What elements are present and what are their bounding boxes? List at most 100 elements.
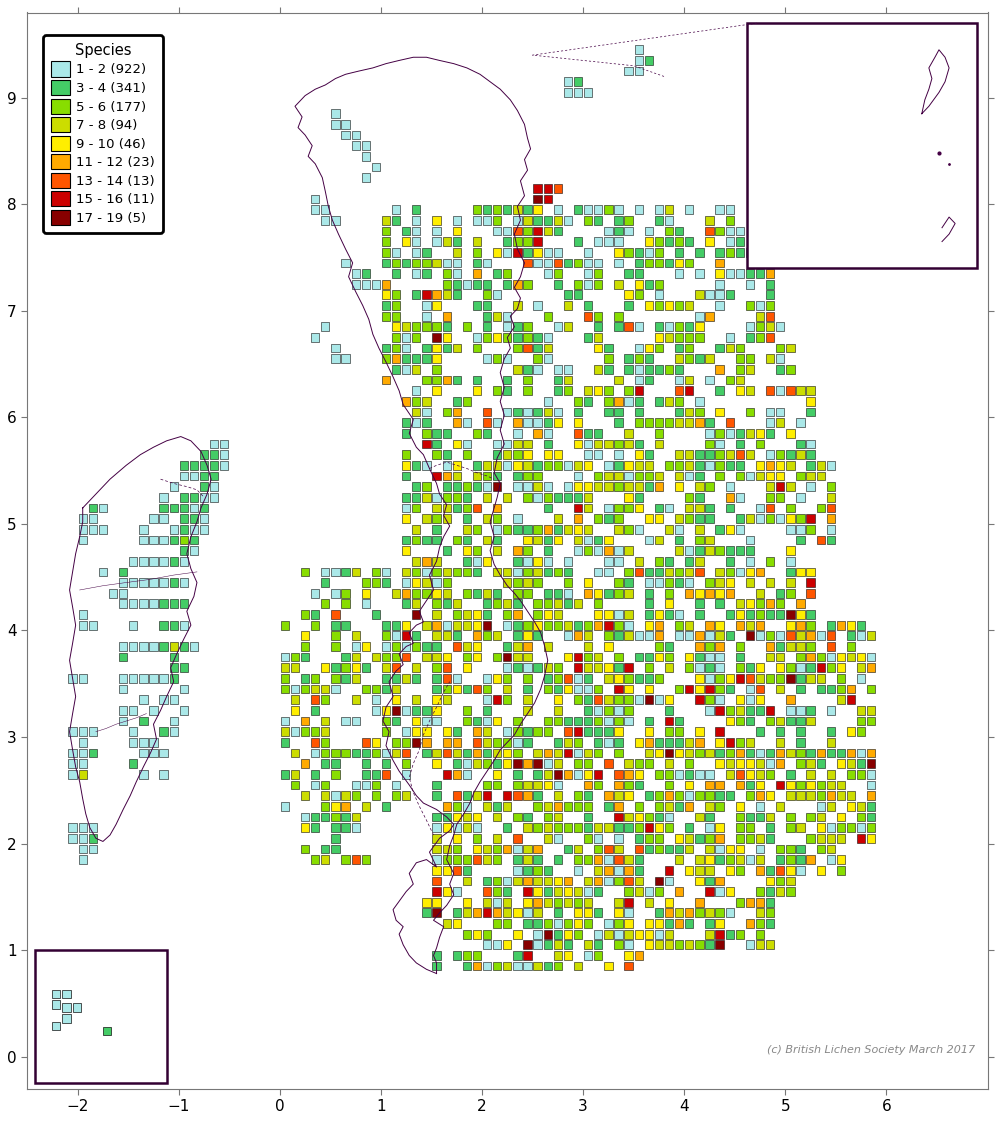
Bar <box>402 418 410 427</box>
Bar <box>624 823 633 832</box>
Bar <box>493 834 501 843</box>
Bar <box>513 834 522 843</box>
Bar <box>604 461 613 470</box>
Bar <box>786 695 795 704</box>
Bar <box>564 685 572 694</box>
Bar <box>453 908 461 917</box>
Bar <box>705 706 714 715</box>
Bar <box>584 248 592 257</box>
Bar <box>635 323 643 331</box>
Bar <box>624 898 633 907</box>
Bar <box>574 664 582 673</box>
Bar <box>473 610 481 619</box>
Bar <box>614 503 623 512</box>
Bar <box>786 515 795 524</box>
Bar <box>766 865 774 874</box>
Bar <box>533 259 542 267</box>
Bar <box>402 642 410 651</box>
Bar <box>493 515 501 524</box>
Bar <box>766 418 774 427</box>
Bar <box>149 749 158 758</box>
Bar <box>584 834 592 843</box>
Bar <box>352 695 360 704</box>
Bar <box>604 238 613 245</box>
Bar <box>432 323 441 331</box>
Bar <box>402 472 410 481</box>
Bar <box>473 546 481 555</box>
Bar <box>493 919 501 928</box>
Bar <box>817 674 825 683</box>
Bar <box>564 365 572 373</box>
Bar <box>796 536 805 545</box>
Bar <box>119 578 127 587</box>
Bar <box>857 674 865 683</box>
Bar <box>584 621 592 630</box>
Bar <box>352 791 360 800</box>
Bar <box>564 290 572 299</box>
Bar <box>493 802 501 810</box>
Bar <box>766 461 774 470</box>
Bar <box>766 759 774 768</box>
Bar <box>776 610 784 619</box>
Bar <box>857 770 865 779</box>
Bar <box>432 685 441 694</box>
Bar <box>533 780 542 789</box>
Bar <box>544 248 552 257</box>
Bar <box>847 791 855 800</box>
Bar <box>483 706 491 715</box>
Bar <box>443 589 451 597</box>
Bar <box>715 290 724 299</box>
Bar <box>453 823 461 832</box>
Bar <box>847 728 855 736</box>
Bar <box>685 344 693 352</box>
Bar <box>665 205 673 214</box>
Bar <box>554 962 562 971</box>
Bar <box>544 536 552 545</box>
Bar <box>655 877 663 886</box>
Bar <box>584 302 592 309</box>
Bar <box>685 376 693 385</box>
Bar <box>554 802 562 810</box>
Bar <box>827 706 835 715</box>
Bar <box>341 600 350 609</box>
Bar <box>190 515 198 524</box>
Bar <box>544 418 552 427</box>
Bar <box>614 664 623 673</box>
Bar <box>220 461 228 470</box>
Bar <box>170 578 178 587</box>
Bar <box>594 706 602 715</box>
Bar <box>806 515 815 524</box>
Bar <box>362 802 370 810</box>
Bar <box>331 216 340 224</box>
Bar <box>715 887 724 896</box>
Bar <box>695 397 704 406</box>
Bar <box>392 248 400 257</box>
Bar <box>827 823 835 832</box>
Bar <box>443 652 451 661</box>
Bar <box>624 461 633 470</box>
Bar <box>473 525 481 534</box>
Bar <box>554 887 562 896</box>
Bar <box>190 493 198 502</box>
Bar <box>584 439 592 448</box>
Bar <box>776 664 784 673</box>
Bar <box>695 855 704 864</box>
Bar <box>180 461 188 470</box>
Bar <box>533 482 542 491</box>
Bar <box>645 482 653 491</box>
Bar <box>584 728 592 736</box>
Bar <box>564 887 572 896</box>
Bar <box>786 631 795 640</box>
Bar <box>73 1003 81 1012</box>
Bar <box>68 728 77 736</box>
Bar <box>786 546 795 555</box>
Bar <box>291 749 299 758</box>
Bar <box>321 567 329 576</box>
Bar <box>665 238 673 245</box>
Bar <box>695 898 704 907</box>
Bar <box>533 855 542 864</box>
Bar <box>715 546 724 555</box>
Bar <box>584 941 592 949</box>
Bar <box>827 728 835 736</box>
Bar <box>301 685 309 694</box>
